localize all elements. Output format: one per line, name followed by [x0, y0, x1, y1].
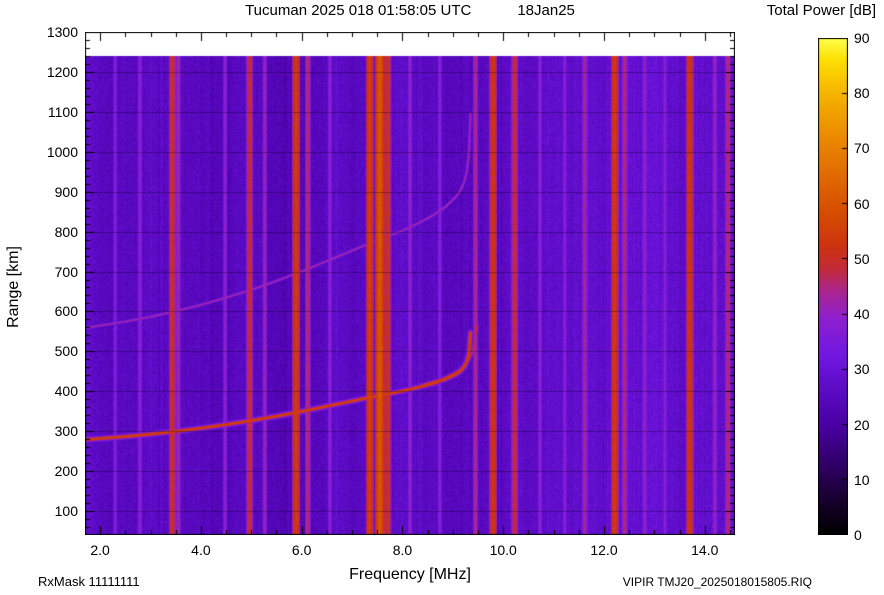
colorbar-tick-label: 80 — [854, 85, 870, 102]
x-tick-label: 10.0 — [489, 542, 517, 558]
colorbar-tick-label: 70 — [854, 140, 870, 157]
x-tick-label: 8.0 — [392, 542, 413, 558]
colorbar-tick-label: 0 — [854, 527, 862, 543]
y-tick-label: 200 — [54, 463, 78, 480]
y-tick-label: 800 — [54, 223, 78, 240]
colorbar-tick-label: 20 — [854, 416, 870, 433]
chart-title: Tucuman 2025 018 01:58:05 UTC 18Jan25 — [85, 2, 735, 19]
colorbar — [818, 38, 848, 535]
colorbar-tick-label: 60 — [854, 195, 870, 212]
chart-title-date: 18Jan25 — [517, 2, 575, 19]
y-axis-label: Range [km] — [5, 246, 22, 328]
colorbar-tick-label: 30 — [854, 361, 870, 378]
y-tick-label: 1000 — [46, 143, 78, 160]
ionogram-heatmap — [85, 32, 735, 535]
x-tick-label: 12.0 — [590, 542, 618, 558]
y-tick-label: 1200 — [46, 63, 78, 80]
colorbar-title: Total Power [dB] — [766, 2, 876, 19]
file-name-label: VIPIR TMJ20_2025018015805.RIQ — [622, 575, 812, 589]
x-tick-label: 4.0 — [191, 542, 211, 558]
colorbar-tick-label: 40 — [854, 306, 870, 323]
x-tick-label: 2.0 — [90, 542, 110, 558]
y-tick-label: 1100 — [47, 103, 78, 120]
colorbar-tick-label: 90 — [854, 30, 870, 46]
y-tick-label: 900 — [54, 183, 78, 200]
x-axis-label: Frequency [MHz] — [349, 566, 471, 583]
x-tick-label: 14.0 — [691, 542, 719, 558]
colorbar-tick-label: 50 — [854, 250, 870, 267]
y-tick-label: 300 — [54, 423, 78, 440]
x-tick-label: 6.0 — [291, 542, 312, 558]
rxmask-label: RxMask 11111111 — [38, 574, 140, 589]
y-tick-label: 400 — [54, 383, 78, 400]
chart-title-station-time: Tucuman 2025 018 01:58:05 UTC — [245, 2, 472, 19]
y-tick-label: 100 — [54, 503, 78, 520]
y-tick-label: 1300 — [46, 24, 78, 40]
colorbar-tick-label: 10 — [854, 471, 870, 488]
y-tick-label: 600 — [54, 303, 78, 320]
y-tick-label: 700 — [54, 263, 78, 280]
y-tick-label: 500 — [54, 343, 78, 360]
